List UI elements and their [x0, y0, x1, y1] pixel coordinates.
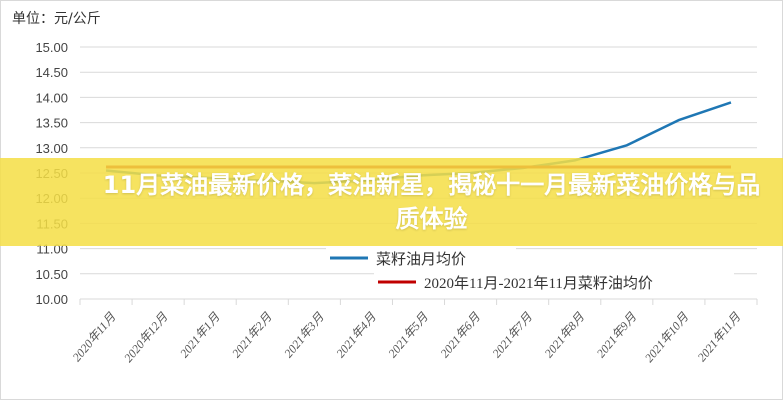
banner-title: 11月菜油最新价格，菜油新星，揭秘十一月最新菜油价格与品质体验 [102, 171, 761, 233]
x-tick-label: 2021年9月 [594, 309, 640, 360]
legend-label: 2020年11月-2021年11月菜籽油均价 [424, 275, 653, 292]
unit-label: 单位：元/公斤 [12, 11, 101, 27]
legend-background [374, 272, 734, 292]
x-tick-label: 2021年4月 [333, 309, 379, 360]
legend-background [326, 248, 516, 268]
x-tick-label: 2020年11月 [70, 309, 119, 364]
y-tick-label: 13.00 [35, 141, 68, 156]
x-tick-label: 2020年12月 [121, 309, 171, 365]
x-tick-label: 2021年7月 [490, 309, 536, 360]
y-tick-label: 15.00 [35, 40, 68, 55]
x-tick-label: 2021年2月 [229, 309, 275, 360]
x-tick-label: 2021年6月 [437, 309, 483, 360]
legend-label: 菜籽油月均价 [376, 251, 466, 268]
x-tick-label: 2021年5月 [385, 309, 431, 360]
y-tick-label: 10.50 [35, 267, 68, 282]
y-tick-label: 13.50 [35, 116, 68, 131]
x-tick-label: 2021年8月 [542, 309, 588, 360]
y-tick-label: 14.00 [35, 90, 68, 105]
title-banner: 11月菜油最新价格，菜油新星，揭秘十一月最新菜油价格与品质体验 [0, 158, 783, 246]
x-tick-label: 2021年3月 [281, 309, 327, 360]
y-tick-label: 10.00 [35, 292, 68, 307]
x-tick-label: 2021年1月 [177, 309, 223, 360]
y-tick-label: 14.50 [35, 65, 68, 80]
x-tick-label: 2021年11月 [695, 309, 744, 364]
x-tick-label: 2021年10月 [642, 309, 692, 365]
